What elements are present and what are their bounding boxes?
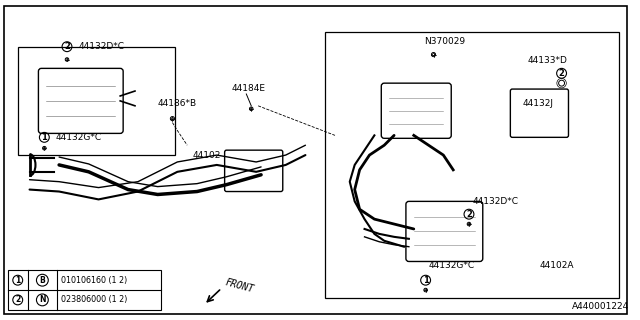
Text: 44102A: 44102A — [540, 261, 575, 270]
Text: 44132D*C: 44132D*C — [79, 42, 125, 51]
Text: 44133*D: 44133*D — [527, 56, 567, 66]
Text: 023806000 (1 2): 023806000 (1 2) — [61, 295, 127, 304]
Text: 1: 1 — [422, 276, 429, 285]
Text: N370029: N370029 — [424, 37, 465, 46]
Text: 44186*B: 44186*B — [157, 99, 196, 108]
Text: N: N — [39, 295, 45, 304]
Bar — [8, 270, 161, 310]
Text: 44184E: 44184E — [232, 84, 266, 93]
Text: 2: 2 — [15, 295, 20, 304]
Text: 44132J: 44132J — [522, 99, 553, 108]
Text: 1: 1 — [42, 133, 47, 142]
Text: 010106160 (1 2): 010106160 (1 2) — [61, 276, 127, 285]
Text: 2: 2 — [64, 42, 70, 51]
Text: 2: 2 — [559, 69, 564, 78]
Text: 2: 2 — [466, 210, 472, 219]
Text: FRONT: FRONT — [223, 278, 255, 295]
Text: 44132G*C: 44132G*C — [429, 261, 475, 270]
Text: 1: 1 — [15, 276, 20, 285]
Text: 44102: 44102 — [192, 151, 221, 160]
Text: 44132D*C: 44132D*C — [473, 197, 519, 206]
Text: B: B — [40, 276, 45, 285]
Bar — [18, 47, 175, 155]
Text: 44132G*C: 44132G*C — [55, 133, 101, 142]
Bar — [325, 32, 619, 298]
Text: A440001224: A440001224 — [572, 302, 628, 311]
